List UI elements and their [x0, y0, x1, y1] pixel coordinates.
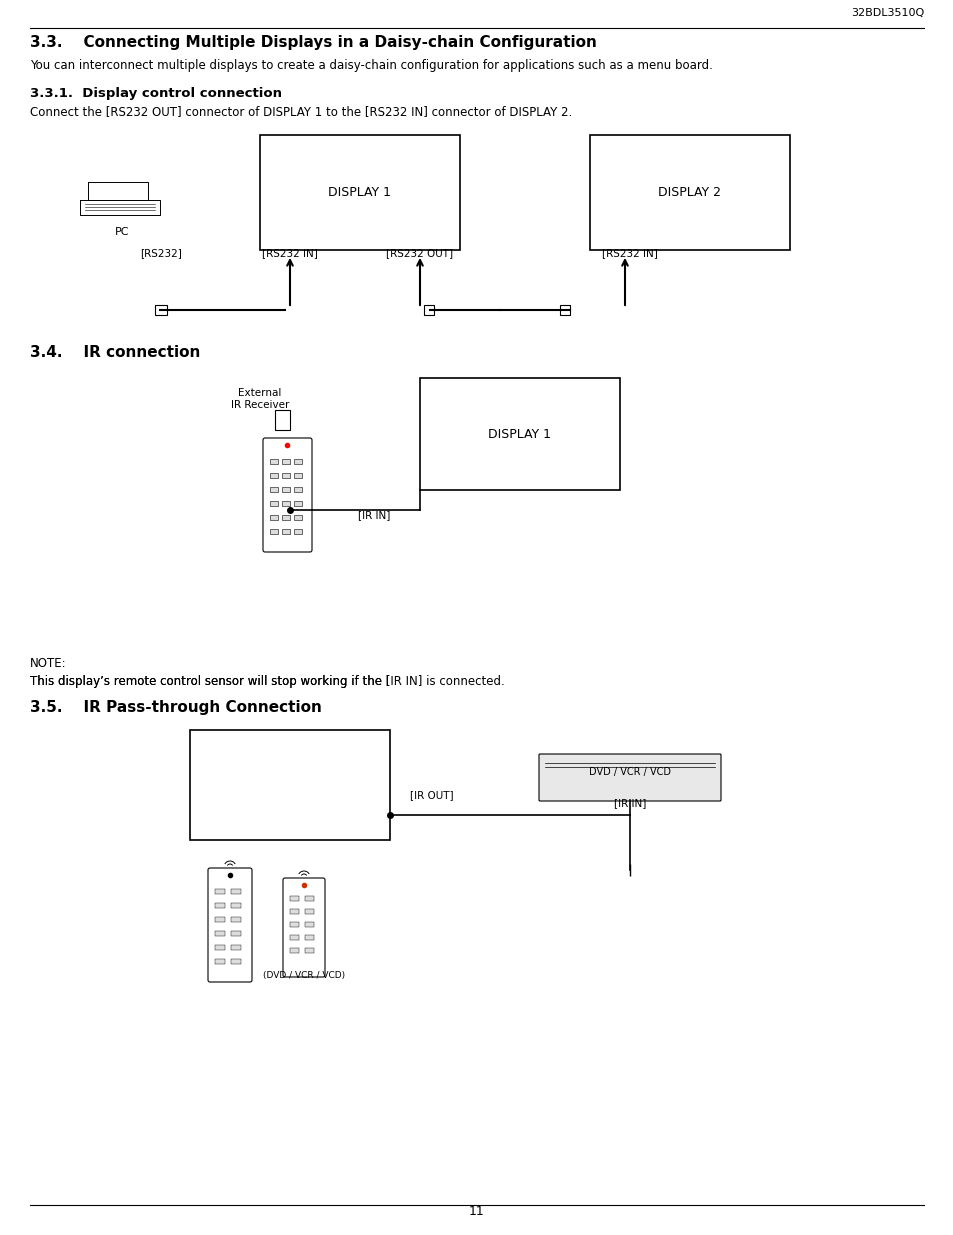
Bar: [290, 897, 298, 902]
Bar: [214, 931, 225, 936]
Bar: [294, 529, 302, 534]
Bar: [190, 730, 390, 840]
Bar: [274, 410, 290, 430]
Bar: [270, 501, 277, 506]
Bar: [282, 515, 290, 520]
Bar: [214, 960, 225, 965]
Text: DISPLAY 1: DISPLAY 1: [488, 427, 551, 441]
FancyBboxPatch shape: [263, 438, 312, 552]
Bar: [305, 935, 314, 940]
Bar: [294, 515, 302, 520]
Bar: [290, 935, 298, 940]
Text: PC: PC: [115, 227, 130, 237]
Bar: [294, 473, 302, 478]
Text: [IR IN]: [IR IN]: [613, 798, 645, 808]
Bar: [305, 897, 314, 902]
Bar: [231, 931, 241, 936]
Text: 3.4.    IR connection: 3.4. IR connection: [30, 345, 200, 359]
Bar: [305, 923, 314, 927]
Bar: [282, 529, 290, 534]
Bar: [270, 515, 277, 520]
Bar: [270, 459, 277, 464]
Bar: [290, 909, 298, 914]
Text: NOTE:: NOTE:: [30, 657, 67, 671]
Text: [RS232 IN]: [RS232 IN]: [262, 248, 317, 258]
Text: (DVD / VCR / VCD): (DVD / VCR / VCD): [263, 971, 345, 981]
Bar: [270, 487, 277, 492]
Bar: [214, 903, 225, 908]
FancyBboxPatch shape: [283, 878, 325, 977]
Bar: [559, 305, 569, 315]
FancyBboxPatch shape: [208, 868, 252, 982]
Text: [RS232 IN]: [RS232 IN]: [601, 248, 658, 258]
Text: [IR IN]: [IR IN]: [357, 510, 390, 520]
Bar: [282, 487, 290, 492]
Bar: [282, 473, 290, 478]
Text: 32BDL3510Q: 32BDL3510Q: [850, 7, 923, 19]
Text: Connect the [RS232 OUT] connector of DISPLAY 1 to the [RS232 IN] connector of DI: Connect the [RS232 OUT] connector of DIS…: [30, 105, 572, 119]
Bar: [231, 889, 241, 894]
Text: 3.5.    IR Pass-through Connection: 3.5. IR Pass-through Connection: [30, 700, 321, 715]
Text: DISPLAY 1: DISPLAY 1: [328, 186, 391, 199]
Bar: [423, 305, 434, 315]
Bar: [231, 945, 241, 950]
Text: This display’s remote control sensor will stop working if the [IR IN] is connect: This display’s remote control sensor wil…: [30, 676, 504, 688]
Bar: [305, 909, 314, 914]
Text: External: External: [238, 388, 281, 398]
Bar: [154, 305, 167, 315]
Text: 11: 11: [469, 1205, 484, 1218]
Bar: [214, 889, 225, 894]
Text: [RS232]: [RS232]: [140, 248, 182, 258]
Bar: [282, 501, 290, 506]
Bar: [290, 948, 298, 953]
Bar: [419, 378, 619, 490]
Bar: [589, 135, 789, 249]
Bar: [231, 960, 241, 965]
Bar: [290, 923, 298, 927]
FancyBboxPatch shape: [538, 755, 720, 802]
Bar: [294, 459, 302, 464]
Text: 3.3.1.  Display control connection: 3.3.1. Display control connection: [30, 86, 282, 100]
Text: [RS232 OUT]: [RS232 OUT]: [386, 248, 453, 258]
Bar: [231, 918, 241, 923]
Text: [IR OUT]: [IR OUT]: [410, 790, 453, 800]
Text: IR Receiver: IR Receiver: [231, 400, 289, 410]
Bar: [282, 459, 290, 464]
Bar: [270, 473, 277, 478]
Text: You can interconnect multiple displays to create a daisy-chain configuration for: You can interconnect multiple displays t…: [30, 59, 712, 72]
Bar: [294, 501, 302, 506]
Text: 3.3.    Connecting Multiple Displays in a Daisy-chain Configuration: 3.3. Connecting Multiple Displays in a D…: [30, 35, 597, 49]
Bar: [260, 135, 459, 249]
Bar: [214, 945, 225, 950]
Text: This display’s remote control sensor will stop working if the [: This display’s remote control sensor wil…: [30, 676, 390, 688]
Bar: [214, 918, 225, 923]
Bar: [270, 529, 277, 534]
Bar: [305, 948, 314, 953]
Text: DISPLAY 2: DISPLAY 2: [658, 186, 720, 199]
Bar: [294, 487, 302, 492]
Bar: [231, 903, 241, 908]
Text: DVD / VCR / VCD: DVD / VCR / VCD: [588, 767, 670, 778]
